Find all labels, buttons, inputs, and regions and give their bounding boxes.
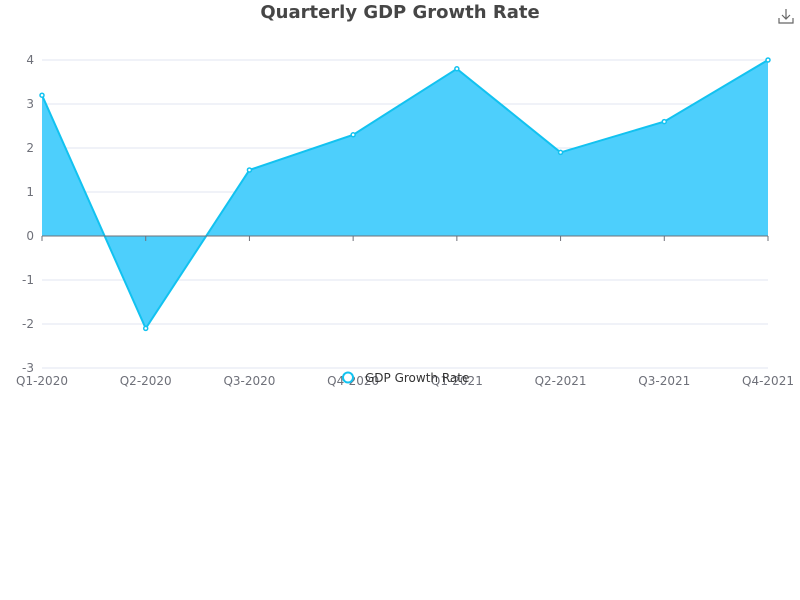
x-tick-label: Q4-2021 bbox=[742, 374, 794, 388]
y-tick-label: 0 bbox=[26, 229, 34, 243]
y-tick-label: 2 bbox=[26, 141, 34, 155]
y-tick-label: -3 bbox=[22, 361, 34, 375]
y-axis-labels: -3 -2 -1 0 1 2 3 4 bbox=[22, 53, 34, 375]
save-as-image-button[interactable] bbox=[776, 6, 796, 26]
area-layer bbox=[41, 59, 769, 331]
legend[interactable]: GDP Growth Rate bbox=[342, 371, 469, 385]
x-tick-label: Q2-2020 bbox=[120, 374, 172, 388]
data-point[interactable] bbox=[765, 57, 771, 63]
data-point[interactable] bbox=[246, 167, 253, 173]
legend-marker bbox=[342, 371, 354, 384]
data-point[interactable] bbox=[142, 325, 149, 332]
x-tick-label: Q3-2020 bbox=[223, 374, 275, 388]
y-tick-label: 1 bbox=[26, 185, 34, 199]
x-axis-labels: Q1-2020 Q2-2020 Q3-2020 Q4-2020 Q1-2021 Q2-20… bbox=[16, 374, 794, 388]
legend-label-gdp-growth-rate: GDP Growth Rate bbox=[365, 371, 469, 385]
data-point[interactable] bbox=[454, 66, 460, 72]
series-line bbox=[41, 59, 769, 331]
download-icon bbox=[778, 9, 794, 24]
y-tick-label: -2 bbox=[22, 317, 34, 331]
data-point[interactable] bbox=[350, 132, 356, 138]
data-point[interactable] bbox=[39, 92, 45, 98]
data-point[interactable] bbox=[661, 118, 668, 125]
x-tick-label: Q2-2021 bbox=[535, 374, 587, 388]
series-area-fill bbox=[42, 60, 768, 329]
data-point[interactable] bbox=[557, 149, 564, 156]
y-tick-label: -1 bbox=[22, 273, 34, 287]
x-tick-label: Q3-2021 bbox=[638, 374, 690, 388]
x-axis bbox=[41, 235, 769, 241]
chart-title: Quarterly GDP Growth Rate bbox=[260, 2, 540, 23]
x-tick-label: Q4-2020 bbox=[327, 374, 379, 388]
y-tick-label: 3 bbox=[26, 97, 34, 111]
x-tick-label: Q1-2021 bbox=[431, 374, 483, 388]
data-points bbox=[39, 57, 771, 332]
y-tick-label: 4 bbox=[26, 53, 34, 67]
x-tick-label: Q1-2020 bbox=[16, 374, 68, 388]
